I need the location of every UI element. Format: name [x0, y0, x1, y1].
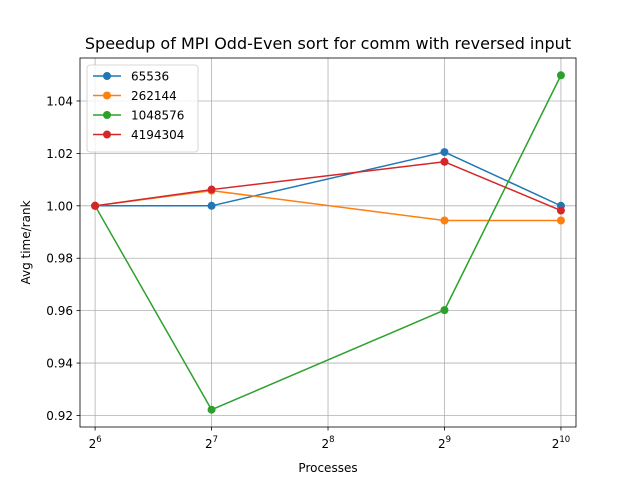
y-tick-label: 0.92: [46, 409, 73, 423]
x-tick-label: 210: [552, 435, 570, 451]
legend-entry: 65536: [93, 70, 169, 84]
x-axis-label: Processes: [298, 461, 357, 475]
legend-swatch-marker: [103, 111, 111, 119]
x-tick-label-base: 2: [552, 437, 560, 451]
x-tick-label-base: 2: [321, 437, 329, 451]
legend-entry: 1048576: [93, 109, 184, 123]
legend-swatch-marker: [103, 130, 111, 139]
x-tick-label-base: 2: [205, 437, 213, 451]
legend-label: 1048576: [131, 109, 184, 123]
x-tick-label-exponent: 7: [213, 435, 218, 445]
x-tick-label-exponent: 9: [446, 435, 451, 445]
legend-swatch-marker: [103, 91, 111, 100]
x-tick-label: 28: [321, 435, 334, 451]
series-line: [94, 151, 562, 207]
legend-entry: 4194304: [93, 128, 184, 142]
y-axis-label: Avg time/rank: [19, 200, 33, 284]
legend: 65536 262144 1048576 4194304: [86, 64, 199, 153]
y-tick-label: 1.02: [46, 147, 73, 161]
x-tick-label: 27: [205, 435, 218, 451]
y-tick-label: 0.98: [46, 252, 73, 266]
x-tick-label: 29: [438, 435, 451, 451]
data-point: [440, 216, 449, 225]
legend-box: [86, 64, 199, 153]
data-point: [91, 201, 100, 210]
legend-label: 262144: [131, 89, 177, 103]
x-tick-label-exponent: 6: [96, 435, 101, 445]
y-axis: 0.92 0.94 0.96 0.98 1.00 1.02 1.04: [46, 94, 80, 423]
x-tick-label-exponent: 10: [559, 435, 570, 445]
x-tick-label-base: 2: [438, 437, 446, 451]
series-line: [94, 161, 562, 212]
legend-label: 4194304: [131, 128, 184, 142]
legend-entry: 262144: [93, 89, 177, 103]
series-group: [91, 71, 565, 414]
data-point: [207, 405, 216, 414]
y-tick-label: 1.00: [46, 199, 73, 213]
series-line: [94, 74, 562, 411]
y-tick-label: 0.96: [46, 304, 73, 318]
x-tick-label: 26: [89, 435, 102, 451]
data-point: [440, 157, 449, 166]
x-tick-label-base: 2: [89, 437, 97, 451]
data-point: [207, 185, 216, 194]
legend-label: 65536: [131, 70, 169, 84]
data-point: [556, 71, 565, 80]
data-point: [556, 206, 565, 215]
x-tick-label-exponent: 8: [329, 435, 334, 445]
data-point: [207, 201, 216, 210]
series-4194304: [91, 157, 565, 215]
y-tick-label: 0.94: [46, 357, 73, 371]
chart-title: Speedup of MPI Odd-Even sort for comm wi…: [85, 34, 571, 53]
data-point: [440, 306, 449, 315]
y-tick-label: 1.04: [46, 94, 73, 108]
legend-swatch-marker: [103, 72, 111, 80]
data-point: [440, 148, 449, 157]
data-point: [556, 216, 565, 225]
x-axis: 26 27 28 29 210: [89, 427, 570, 451]
